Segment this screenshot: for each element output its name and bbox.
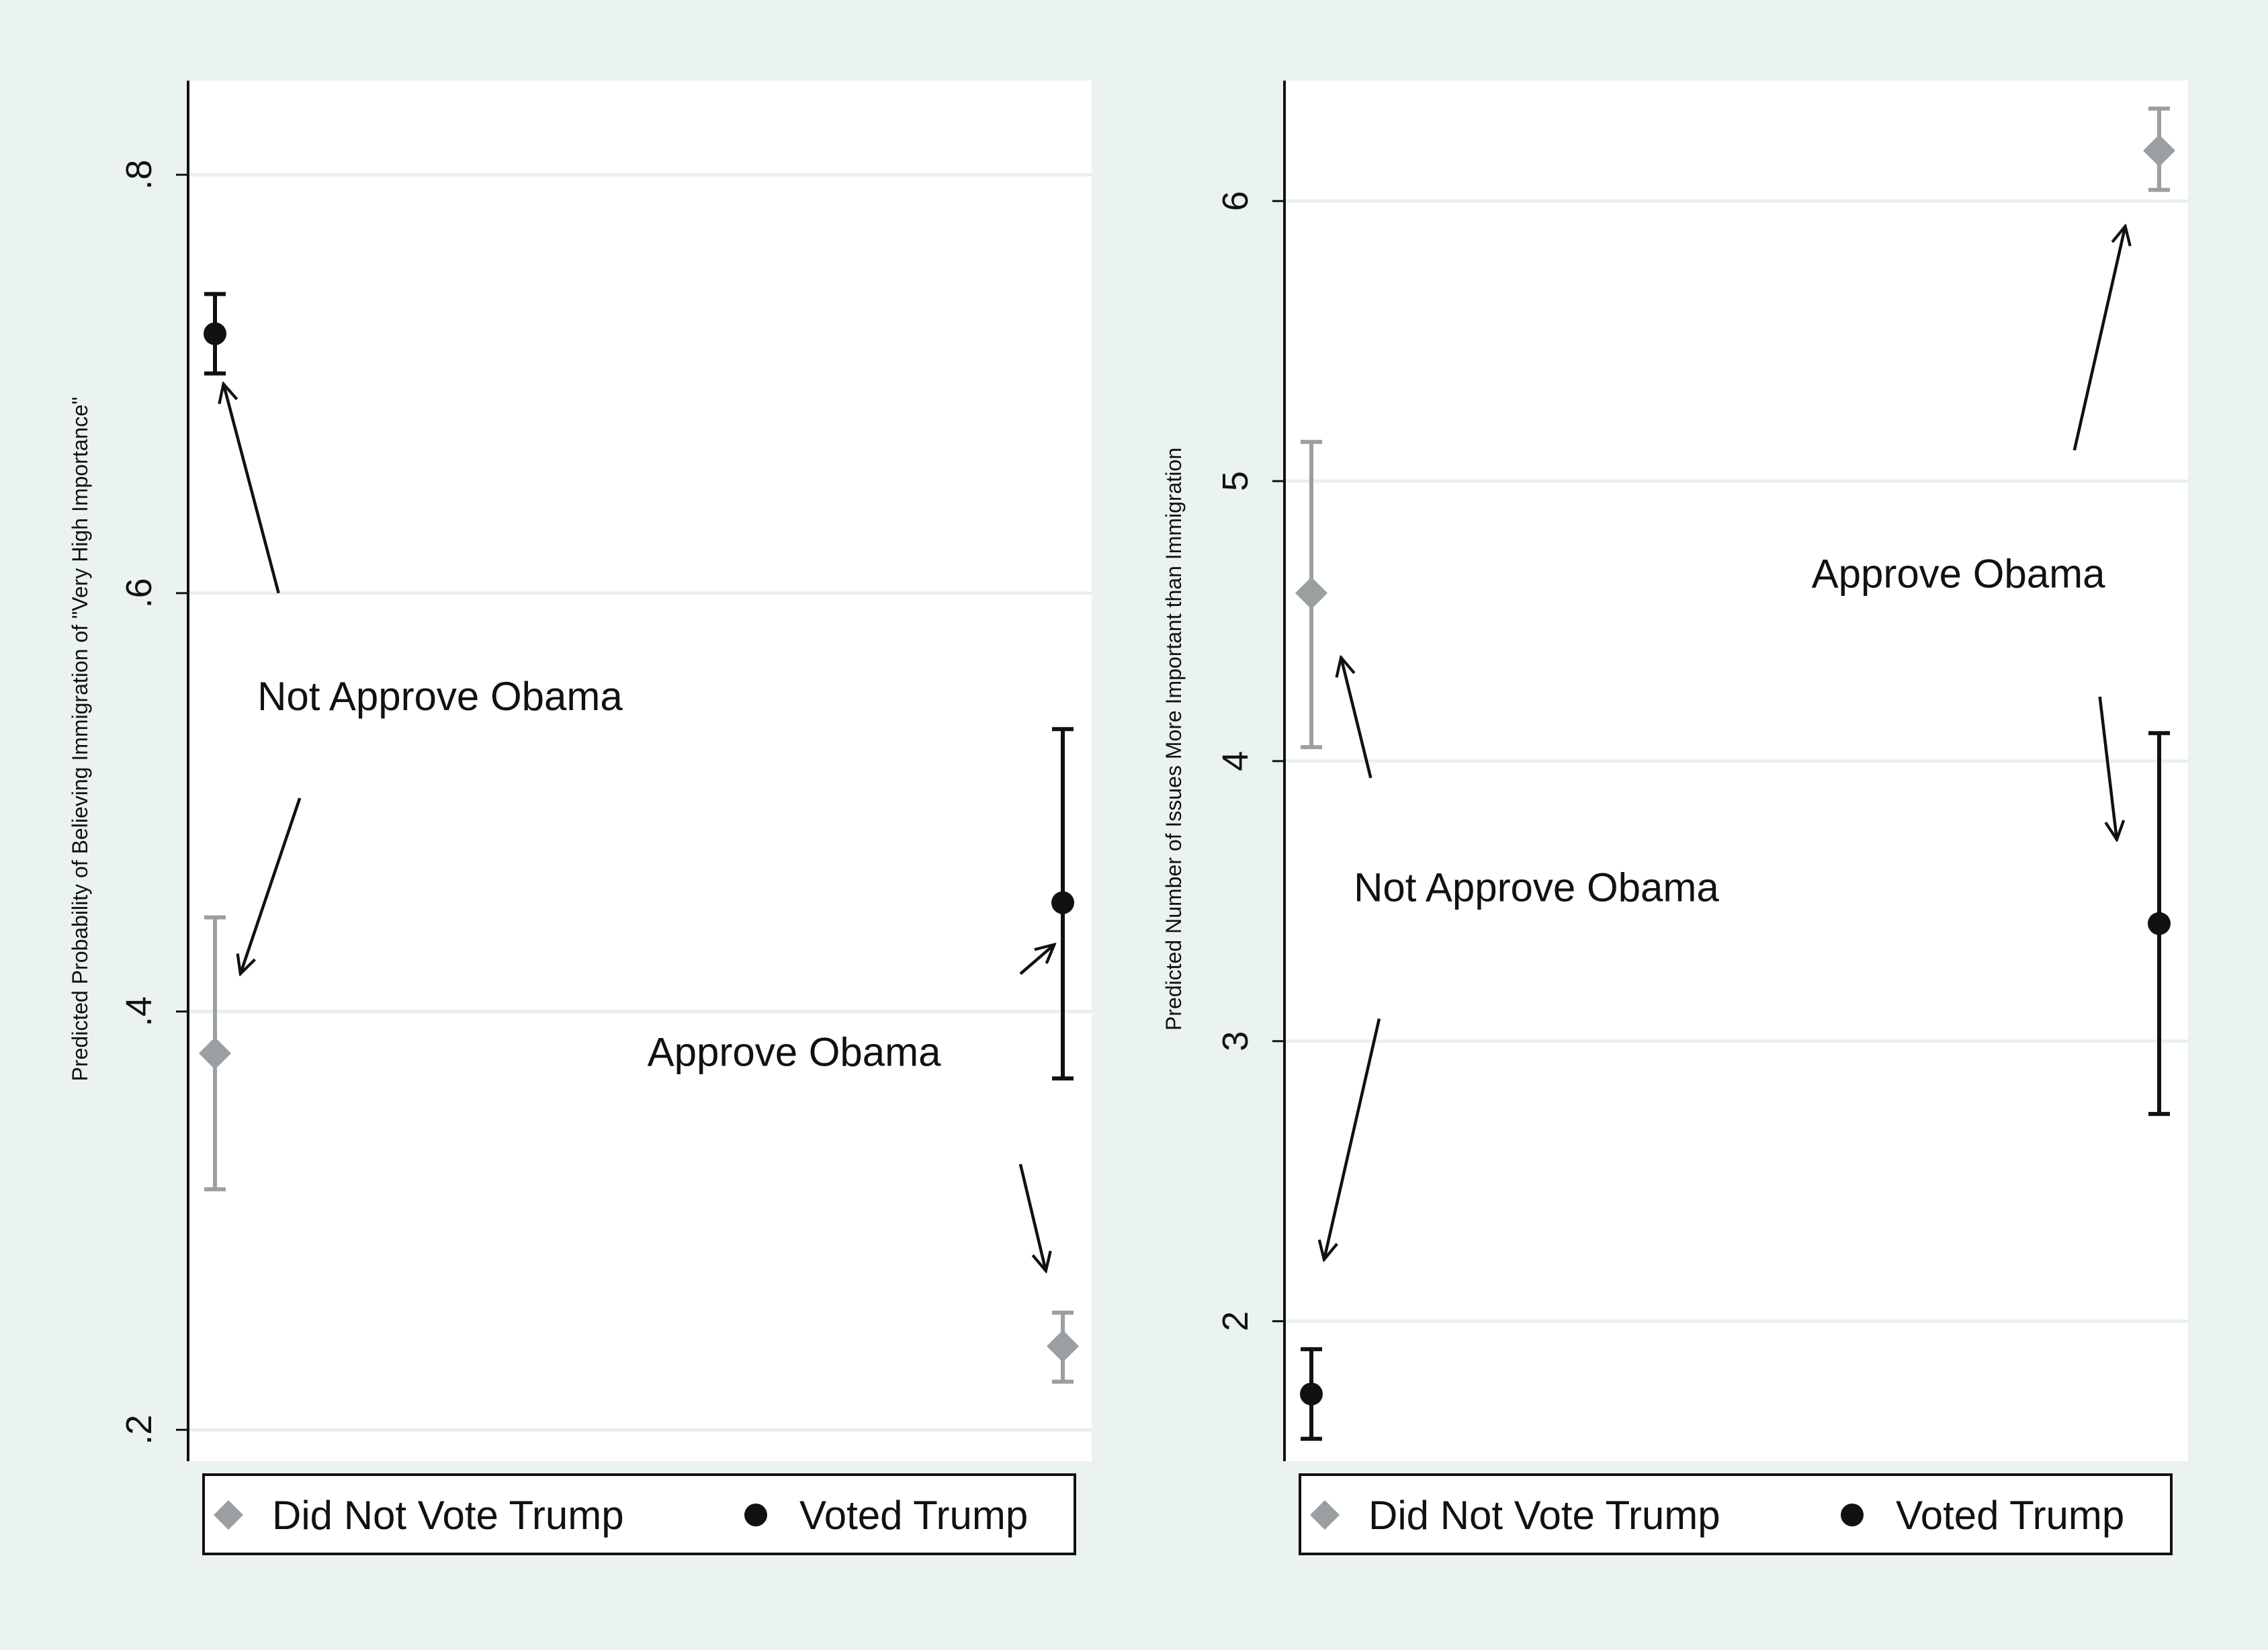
right-y-tick-label: 2	[1215, 1311, 1256, 1332]
left-annotation-arrow	[241, 797, 302, 974]
left-panel: .2 .4 .6 .8 Predicted Probability of Believ…	[68, 81, 1092, 1555]
left-legend-box	[202, 1473, 1076, 1555]
right-annotation-label: Not Approve Obama	[1354, 865, 1719, 910]
right-annotations: Not Approve Obama Approve Obama	[1324, 226, 2126, 1260]
left-annotation-label: Approve Obama	[648, 1030, 942, 1075]
right-annotation-arrow	[2098, 696, 2117, 840]
right-y-tick-label: 4	[1215, 751, 1256, 771]
right-legend-box	[1299, 1473, 2173, 1555]
right-y-axis: 2 3 4 5 6	[1215, 81, 1286, 1461]
left-point-voted-trump	[1051, 891, 1074, 914]
left-point-did-not-vote-trump	[199, 1037, 231, 1070]
right-point-did-not-vote-trump	[2143, 134, 2175, 167]
right-y-axis-title: Predicted Number of Issues More Importan…	[1162, 447, 1186, 1031]
right-annotation-arrow	[1341, 658, 1372, 779]
left-legend: Did Not Vote Trump Voted Trump	[202, 1473, 1076, 1555]
left-legend-diamond-icon	[214, 1500, 243, 1530]
right-markers	[1295, 134, 2175, 1405]
left-legend-label-voted: Voted Trump	[799, 1493, 1028, 1538]
left-y-tick-label: .4	[119, 996, 159, 1027]
left-point-voted-trump	[204, 322, 226, 345]
left-y-tick-label: .6	[119, 578, 159, 608]
left-annotation-arrow	[224, 384, 280, 594]
right-legend-label-voted: Voted Trump	[1896, 1493, 2124, 1538]
right-annotation-label: Approve Obama	[1812, 551, 2106, 596]
left-point-did-not-vote-trump	[1047, 1330, 1079, 1362]
left-y-axis: .2 .4 .6 .8	[119, 81, 189, 1461]
left-grid	[189, 173, 1092, 1432]
right-plot-area	[1284, 81, 2188, 1461]
right-point-voted-trump	[1300, 1382, 1323, 1405]
left-annotation-label: Not Approve Obama	[257, 674, 623, 719]
left-plot-area	[188, 81, 1092, 1461]
right-grid	[1286, 199, 2188, 1323]
right-y-tick-label: 6	[1215, 191, 1256, 211]
left-y-tick-label: .8	[119, 160, 159, 190]
right-point-voted-trump	[2148, 912, 2171, 935]
right-point-did-not-vote-trump	[1295, 576, 1327, 609]
right-annotation-arrow	[1324, 1018, 1381, 1259]
left-annotations: Not Approve Obama Approve Obama	[224, 384, 1055, 1270]
left-legend-label-did-not-vote: Did Not Vote Trump	[272, 1493, 624, 1538]
left-y-axis-title: Predicted Probability of Believing Immig…	[68, 397, 92, 1082]
left-markers	[199, 322, 1079, 1362]
right-annotation-arrow	[2073, 226, 2126, 451]
left-y-tick-label: .2	[119, 1415, 159, 1445]
right-y-tick-label: 3	[1215, 1031, 1256, 1051]
left-legend-circle-icon	[744, 1504, 767, 1526]
right-panel: 2 3 4 5 6 Predicted Number of Issues More Im…	[1162, 81, 2188, 1555]
left-annotation-arrow	[1018, 1164, 1046, 1271]
right-y-tick-label: 5	[1215, 471, 1256, 491]
right-legend-circle-icon	[1841, 1504, 1864, 1526]
right-legend: Did Not Vote Trump Voted Trump	[1299, 1473, 2173, 1555]
left-annotation-arrow	[1019, 945, 1054, 975]
right-legend-label-did-not-vote: Did Not Vote Trump	[1368, 1493, 1720, 1538]
right-legend-diamond-icon	[1310, 1500, 1340, 1530]
